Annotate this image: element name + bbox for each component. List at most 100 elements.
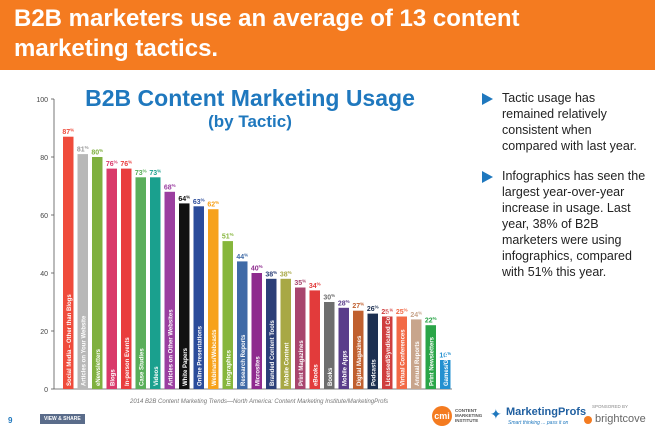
- percent-sign: %: [331, 293, 335, 298]
- data-label: 38%: [265, 270, 277, 279]
- bar: [135, 177, 146, 389]
- percent-sign: %: [172, 183, 176, 188]
- cmi-logo-text: CONTENT MARKETING INSTITUTE: [455, 408, 483, 423]
- data-label: 80%: [91, 148, 103, 157]
- category-label: Games/Gamification: [444, 328, 450, 386]
- view-share-button[interactable]: VIEW & SHARE: [40, 414, 85, 424]
- data-label: 38%: [280, 270, 292, 279]
- percent-sign: %: [317, 281, 321, 286]
- bar: [353, 310, 364, 389]
- chart-subtitle: (by Tactic): [208, 112, 292, 131]
- percent-sign: %: [447, 351, 451, 356]
- percent-sign: %: [215, 200, 219, 205]
- triangle-bullet-icon: [482, 93, 493, 105]
- marketingprofs-logo: ✦ MarketingProfs Smart thinking ... pass…: [490, 404, 586, 430]
- bar: [367, 313, 378, 389]
- percent-sign: %: [99, 148, 103, 153]
- data-label: 87%: [62, 128, 74, 137]
- category-label: Infographics: [226, 349, 232, 386]
- category-label: eNewsletters: [96, 348, 102, 386]
- y-tick-label: 0: [44, 387, 48, 394]
- data-label: 26%: [367, 305, 379, 314]
- data-label: 68%: [164, 183, 176, 192]
- category-label: Webinars/Webcasts: [212, 329, 218, 386]
- data-label: 40%: [251, 264, 263, 273]
- percent-sign: %: [128, 160, 132, 165]
- category-label: Print Newsletters: [429, 336, 435, 386]
- bar: [338, 307, 349, 389]
- chart-title-main: B2B Content Marketing Usage: [85, 85, 415, 111]
- y-tick-label: 100: [36, 97, 48, 104]
- percent-sign: %: [230, 232, 234, 237]
- bar: [193, 206, 204, 389]
- category-label: Online Presentations: [197, 325, 203, 386]
- category-label: Mobile Apps: [342, 350, 348, 386]
- bar: [106, 168, 117, 389]
- brightcove-name: brightcove: [595, 413, 646, 425]
- chart-title: B2B Content Marketing Usage (by Tactic): [70, 86, 430, 132]
- data-label: 73%: [149, 168, 161, 177]
- data-label: 28%: [338, 299, 350, 308]
- bar: [309, 290, 320, 389]
- category-label: In-person Events: [125, 337, 131, 386]
- data-label: 27%: [352, 302, 364, 311]
- percent-sign: %: [288, 270, 292, 275]
- y-tick-label: 20: [40, 329, 48, 336]
- data-label: 64%: [178, 194, 190, 203]
- category-label: Articles on Other Websites: [168, 309, 174, 386]
- bar: [425, 325, 436, 389]
- data-label: 10%: [439, 351, 451, 360]
- takeaway-text: Infographics has seen the largest year-o…: [502, 169, 646, 279]
- data-label: 44%: [236, 252, 248, 261]
- category-label: Virtual Conferences: [400, 329, 406, 386]
- percent-sign: %: [70, 128, 74, 133]
- category-label: Articles on Your Website: [81, 315, 87, 386]
- sponsor-label: SPONSORED BY: [592, 404, 629, 409]
- percent-sign: %: [404, 308, 408, 313]
- category-label: Podcasts: [371, 359, 377, 386]
- data-label: 81%: [77, 145, 89, 154]
- data-label: 22%: [425, 316, 437, 325]
- bar: [121, 168, 132, 389]
- percent-sign: %: [201, 197, 205, 202]
- takeaways-list: Tactic usage has remained relatively con…: [482, 90, 647, 294]
- takeaway-text: Tactic usage has remained relatively con…: [502, 91, 637, 153]
- brightcove-dot-icon: [584, 416, 592, 424]
- y-tick-label: 40: [40, 271, 48, 278]
- bar: [382, 316, 393, 389]
- data-label: 25%: [381, 308, 393, 317]
- category-label: Digital Magazines: [357, 335, 363, 386]
- data-label: 76%: [120, 160, 132, 169]
- data-label: 76%: [106, 160, 118, 169]
- bar: [251, 273, 262, 389]
- cmi-logo: cmi CONTENT MARKETING INSTITUTE: [432, 404, 488, 430]
- bar: [208, 209, 219, 389]
- category-label: Microsites: [255, 356, 261, 386]
- data-label: 62%: [207, 200, 219, 209]
- percent-sign: %: [259, 264, 263, 269]
- bar: [77, 154, 88, 389]
- bar: [280, 278, 291, 389]
- category-label: Social Media – Other than Blogs: [67, 294, 73, 386]
- data-label: 35%: [294, 279, 306, 288]
- bar: [440, 360, 451, 389]
- category-label: Blogs: [110, 369, 116, 386]
- bar: [266, 278, 277, 389]
- bar: [324, 302, 335, 389]
- category-label: Mobile Content: [284, 343, 290, 386]
- percent-sign: %: [375, 305, 379, 310]
- y-tick-label: 80: [40, 155, 48, 162]
- takeaway-item: Infographics has seen the largest year-o…: [482, 168, 647, 280]
- category-label: Research Reports: [241, 334, 247, 386]
- bar: [411, 319, 422, 389]
- category-label: Annual Reports: [415, 341, 421, 386]
- takeaway-item: Tactic usage has remained relatively con…: [482, 90, 647, 154]
- figures-icon: ✦: [490, 406, 502, 422]
- percent-sign: %: [186, 194, 190, 199]
- marketingprofs-tagline: Smart thinking ... pass it on: [508, 420, 569, 426]
- percent-sign: %: [143, 168, 147, 173]
- category-label: eBooks: [313, 364, 319, 386]
- data-label: 34%: [309, 281, 321, 290]
- category-label: Branded Content Tools: [270, 319, 276, 386]
- category-label: Licensed/Syndicated Content: [386, 302, 392, 386]
